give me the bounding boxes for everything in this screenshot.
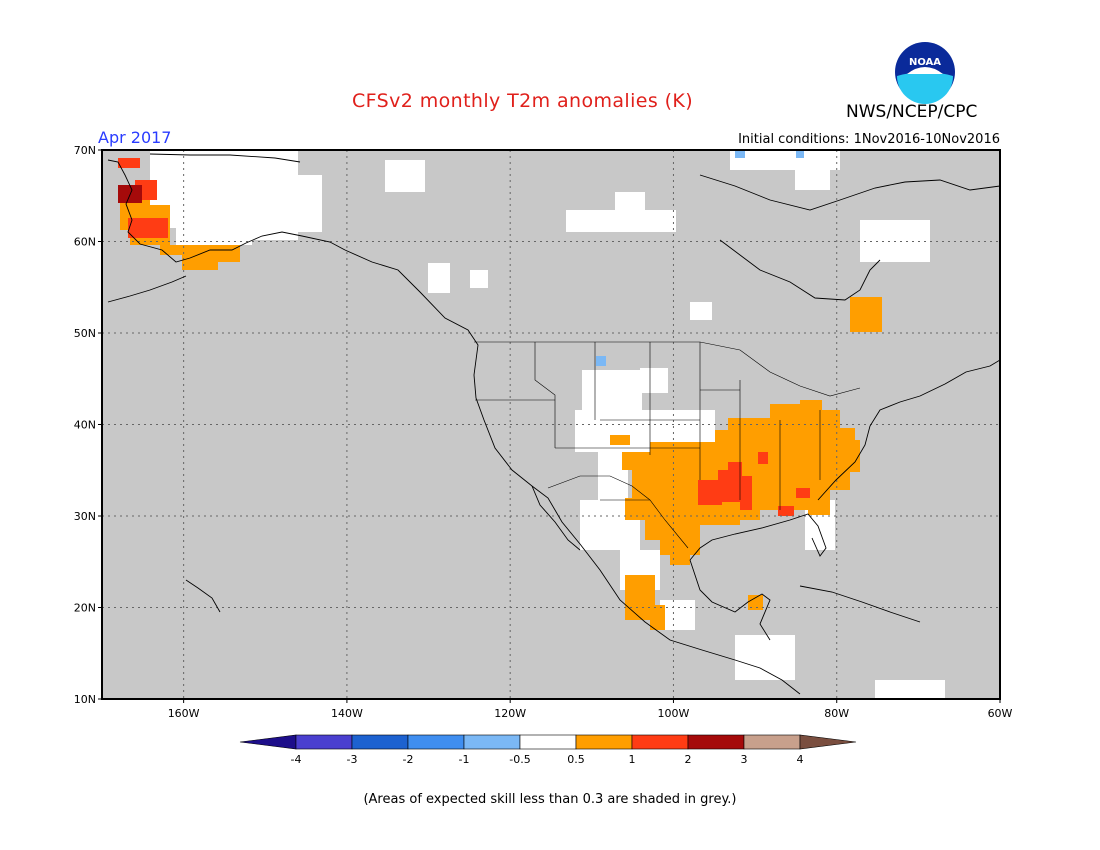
- state-borders: [474, 341, 861, 549]
- colorbar-segment: [575, 734, 633, 750]
- colorbar-label: 1: [629, 753, 636, 766]
- cold-patch: [596, 356, 606, 366]
- caribbean-white: [875, 680, 945, 699]
- forecast-month: Apr 2017: [98, 128, 172, 147]
- gulf-coast: [689, 559, 771, 641]
- southeast-red: [796, 488, 810, 498]
- colorbar-segment: [519, 734, 577, 750]
- state-lines: [475, 342, 821, 510]
- alaska-coast: [107, 159, 346, 263]
- canada-white-patch: [470, 270, 488, 288]
- colorbar-low-arrow: [239, 734, 297, 750]
- colorbar-label: -0.5: [509, 753, 530, 766]
- alaska-north-coast: [149, 153, 301, 163]
- skill-footnote: (Areas of expected skill less than 0.3 a…: [363, 792, 737, 807]
- canada-white-patch: [428, 263, 450, 293]
- alaska-red: [128, 218, 168, 238]
- colorbar-label: -4: [291, 753, 302, 766]
- colorbar-segment: [631, 734, 689, 750]
- colorbar-segment: [743, 734, 801, 750]
- colorbar: [239, 734, 857, 750]
- canada-white-patch: [615, 192, 645, 212]
- lat-tick-label: 10N: [74, 693, 96, 706]
- lat-tick-label: 40N: [74, 419, 96, 432]
- colorbar-high-arrow: [799, 734, 857, 750]
- central-america-white: [735, 635, 795, 680]
- canada-white-patch: [566, 210, 676, 232]
- atlantic-coast: [817, 359, 1000, 501]
- cold-patch: [735, 150, 745, 158]
- lat-tick-label: 60N: [74, 236, 96, 249]
- graticule: [102, 150, 1000, 699]
- plains-white-region: [582, 370, 642, 415]
- colorbar-labels: -4 -3 -2 -1 -0.5 0.5 1 2 3 4: [291, 753, 804, 766]
- lon-tick-label: 60W: [988, 707, 1013, 720]
- latitude-labels: 70N 60N 50N 40N 30N 20N 10N: [74, 144, 102, 706]
- southeast-red: [778, 506, 794, 516]
- arctic-islands: [699, 174, 1000, 211]
- plains-white-region: [640, 368, 668, 393]
- mexico-orange: [650, 605, 665, 630]
- canada-white-patch: [690, 302, 712, 320]
- svg-text:NOAA: NOAA: [909, 57, 941, 68]
- colorbar-segment: [463, 734, 521, 750]
- alaska-white-region: [150, 150, 322, 245]
- plains-orange-patch: [610, 435, 630, 445]
- hudson-bay: [719, 239, 881, 301]
- lat-tick-label: 20N: [74, 602, 96, 615]
- caribbean-islands: [799, 585, 921, 623]
- colorbar-segment: [407, 734, 465, 750]
- colorbar-label: 0.5: [567, 753, 585, 766]
- initial-conditions: Initial conditions: 1Nov2016-10Nov2016: [738, 132, 1000, 147]
- colorbar-label: -2: [403, 753, 414, 766]
- colorbar-label: 2: [685, 753, 692, 766]
- mississippi-red: [698, 462, 752, 510]
- alaska-red: [118, 158, 140, 168]
- alaska-orange: [120, 185, 240, 270]
- colorbar-label: -3: [347, 753, 358, 766]
- lat-tick-label: 70N: [74, 144, 96, 157]
- cold-anomaly-regions: [596, 150, 804, 366]
- quebec-orange: [850, 297, 882, 332]
- yucatan-orange: [748, 595, 763, 610]
- canada-white-patch: [385, 160, 425, 192]
- colorbar-label: 3: [741, 753, 748, 766]
- lon-tick-label: 80W: [824, 707, 849, 720]
- chart-title: CFSv2 monthly T2m anomalies (K): [352, 90, 694, 112]
- agency-label: NWS/NCEP/CPC: [846, 102, 978, 122]
- baja-california: [531, 485, 581, 551]
- coastlines: [107, 153, 1000, 695]
- colorbar-segment: [295, 734, 353, 750]
- colorbar-label: -1: [459, 753, 470, 766]
- tennessee-red: [758, 452, 768, 464]
- hawaii: [185, 579, 221, 613]
- cold-patch: [796, 150, 804, 158]
- aleutians: [107, 275, 187, 303]
- noaa-logo-icon: NOAA: [895, 42, 955, 104]
- colorbar-label: 4: [797, 753, 804, 766]
- lat-tick-label: 50N: [74, 327, 96, 340]
- canada-white-patch: [795, 165, 830, 190]
- longitude-labels: 160W 140W 120W 100W 80W 60W: [168, 699, 1013, 720]
- mexico-white-region: [660, 600, 695, 630]
- lon-tick-label: 160W: [168, 707, 200, 720]
- us-mexico-border: [547, 475, 689, 549]
- lon-tick-label: 100W: [658, 707, 690, 720]
- colorbar-segment: [351, 734, 409, 750]
- lat-tick-label: 30N: [74, 510, 96, 523]
- us-gulf-coast: [689, 513, 827, 561]
- lon-tick-label: 120W: [494, 707, 526, 720]
- lon-tick-label: 140W: [331, 707, 363, 720]
- colorbar-segment: [687, 734, 745, 750]
